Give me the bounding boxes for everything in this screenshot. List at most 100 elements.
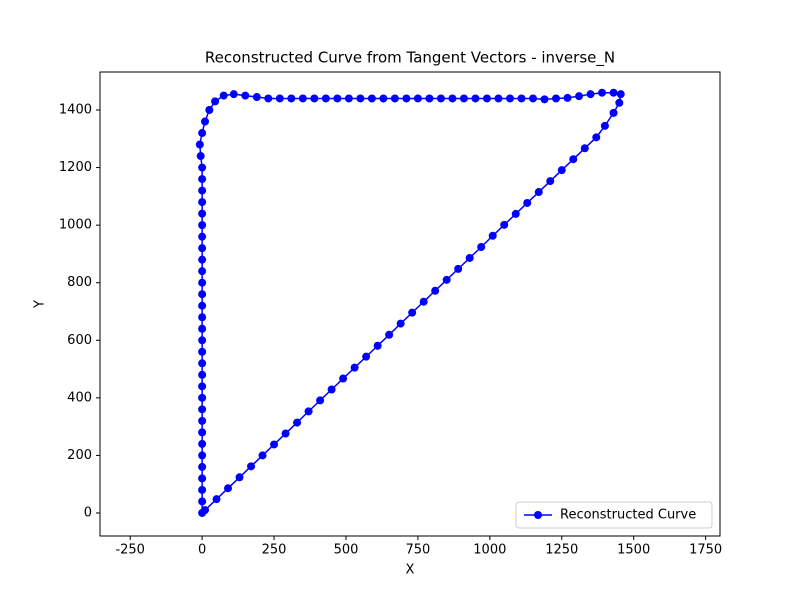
curve-point xyxy=(198,382,207,391)
curve-point xyxy=(275,94,284,103)
curve-point xyxy=(592,133,601,142)
curve-point xyxy=(552,94,561,103)
curve-point xyxy=(201,506,210,515)
curve-point xyxy=(598,88,607,97)
curve-point xyxy=(198,324,207,333)
chart-title: Reconstructed Curve from Tangent Vectors… xyxy=(205,49,615,68)
curve-point xyxy=(482,94,491,103)
curve-point xyxy=(198,405,207,414)
curve-point xyxy=(205,105,214,114)
curve-point xyxy=(500,220,509,229)
curve-point xyxy=(198,462,207,471)
curve-point xyxy=(198,485,207,494)
curve-point xyxy=(494,94,503,103)
x-tick-label: 1250 xyxy=(545,543,578,558)
curve-point xyxy=(229,90,238,99)
x-tick-label: 500 xyxy=(334,543,359,558)
curve-point xyxy=(198,186,207,195)
x-tick-label: 750 xyxy=(405,543,430,558)
curve-point xyxy=(198,232,207,241)
curve-point xyxy=(454,264,463,273)
curve-point xyxy=(224,484,233,493)
curve-point xyxy=(198,290,207,299)
curve-point xyxy=(298,94,307,103)
x-tick-label: -250 xyxy=(115,543,145,558)
curve-point xyxy=(198,129,207,138)
curve-point xyxy=(333,94,342,103)
curve-point xyxy=(198,474,207,483)
curve-point xyxy=(615,98,624,107)
curve-point xyxy=(198,347,207,356)
curve-point xyxy=(198,301,207,310)
curve-point xyxy=(198,267,207,276)
curve-point xyxy=(425,94,434,103)
curve-point xyxy=(546,177,555,186)
legend-label: Reconstructed Curve xyxy=(560,508,696,523)
y-tick-label: 0 xyxy=(84,505,92,520)
curve-point xyxy=(198,370,207,379)
curve-point xyxy=(198,416,207,425)
curve-point xyxy=(505,94,514,103)
curve-point xyxy=(198,313,207,322)
plot-frame xyxy=(99,71,721,537)
y-tick-label: 1400 xyxy=(59,102,92,117)
curve-point xyxy=(350,363,359,372)
curve-point xyxy=(198,428,207,437)
curve-point xyxy=(379,94,388,103)
x-tick-label: 0 xyxy=(198,543,206,558)
curve-point xyxy=(459,94,468,103)
curve-point xyxy=(580,144,589,153)
curve-point xyxy=(528,94,537,103)
curve-point xyxy=(385,330,394,339)
curve-point xyxy=(586,90,595,99)
curve-point xyxy=(523,198,532,207)
curve-point xyxy=(413,94,422,103)
legend-box xyxy=(515,501,713,529)
y-tick-label: 200 xyxy=(67,448,92,463)
curve-point xyxy=(198,209,207,218)
x-tick-label: 250 xyxy=(262,543,287,558)
curve-point xyxy=(471,94,480,103)
curve-point xyxy=(198,359,207,368)
y-tick-label: 1200 xyxy=(59,160,92,175)
x-tick-label: 1500 xyxy=(617,543,650,558)
curve-point xyxy=(198,175,207,184)
curve-point xyxy=(327,385,336,394)
curve-point xyxy=(201,117,210,126)
curve-point xyxy=(534,188,543,197)
x-tick-label: 1000 xyxy=(473,543,506,558)
curve-point xyxy=(540,95,549,104)
curve-point xyxy=(287,94,296,103)
curve-point xyxy=(402,94,411,103)
curve-point xyxy=(198,255,207,264)
curve-point xyxy=(575,92,584,101)
curve-point xyxy=(609,108,618,117)
curve-point xyxy=(321,94,330,103)
y-tick-label: 400 xyxy=(67,390,92,405)
curve-point xyxy=(488,231,497,240)
curve-point xyxy=(198,497,207,506)
y-tick-label: 600 xyxy=(67,333,92,348)
curve-point xyxy=(198,278,207,287)
curve-point xyxy=(196,152,205,161)
curve-point xyxy=(436,94,445,103)
curve-point xyxy=(419,297,428,306)
curve-point xyxy=(198,163,207,172)
curve-point xyxy=(362,352,371,361)
curve-point xyxy=(247,462,256,471)
curve-point xyxy=(356,94,365,103)
x-tick-label: 1750 xyxy=(689,543,722,558)
x-axis-label: X xyxy=(406,563,415,578)
curve-point xyxy=(569,155,578,164)
curve-point xyxy=(293,418,302,427)
curve-point xyxy=(339,374,348,383)
curve-point xyxy=(304,407,313,416)
curve-point xyxy=(563,93,572,102)
curve-point xyxy=(211,97,220,106)
curve-point xyxy=(219,91,228,100)
curve-point xyxy=(344,94,353,103)
curve-point xyxy=(198,221,207,230)
curve-point xyxy=(198,336,207,345)
curve-point xyxy=(442,275,451,284)
